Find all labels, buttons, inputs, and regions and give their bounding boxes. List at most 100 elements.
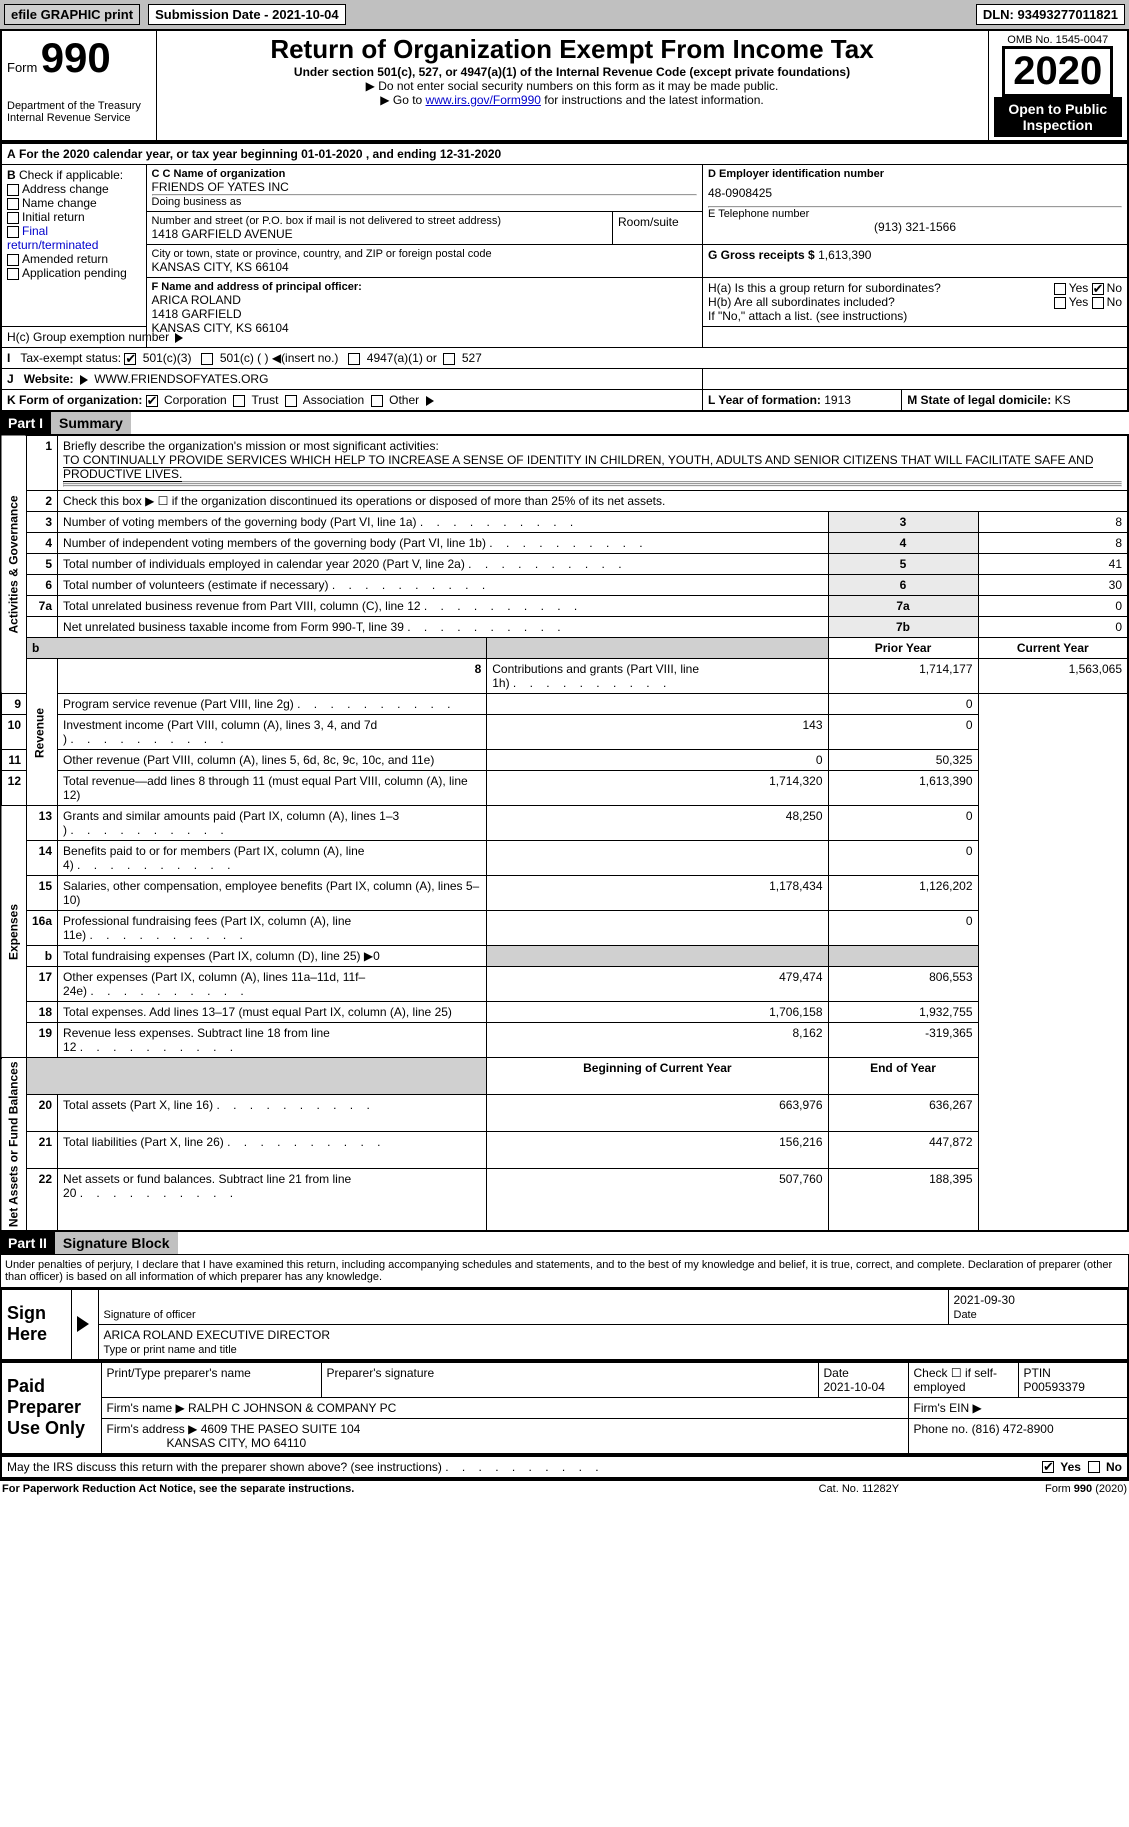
side-netassets: Net Assets or Fund Balances	[1, 1058, 27, 1231]
cb-assoc[interactable]	[285, 395, 297, 407]
cb-501c3[interactable]	[124, 353, 136, 365]
row-gov: 7aTotal unrelated business revenue from …	[1, 596, 1128, 617]
cb-501c[interactable]	[201, 353, 213, 365]
l-label: L Year of formation:	[708, 393, 824, 407]
prep-date: 2021-10-04	[824, 1380, 885, 1394]
prep-sig-label: Preparer's signature	[321, 1362, 818, 1398]
firm-name: RALPH C JOHNSON & COMPANY PC	[188, 1401, 396, 1415]
hb-yes[interactable]	[1054, 297, 1066, 309]
side-revenue: Revenue	[27, 659, 58, 806]
state-domicile: KS	[1055, 393, 1071, 407]
part1-header: Part ISummary	[0, 412, 1129, 434]
footer-right: Form 990 (2020)	[949, 1483, 1127, 1495]
gross-receipts: 1,613,390	[818, 248, 871, 262]
irs-link[interactable]: www.irs.gov/Form990	[426, 93, 541, 107]
firm-name-label: Firm's name ▶	[107, 1401, 185, 1415]
year-formation: 1913	[824, 393, 851, 407]
ha-no[interactable]	[1092, 283, 1104, 295]
cb-amended[interactable]	[7, 254, 19, 266]
paid-preparer-label: Paid Preparer Use Only	[1, 1362, 101, 1454]
officer-label: F Name and address of principal officer:	[152, 281, 698, 293]
sig-officer-label: Signature of officer	[104, 1309, 196, 1321]
prep-date-label: Date	[824, 1366, 849, 1380]
ha-yes[interactable]	[1054, 283, 1066, 295]
may-irs-no[interactable]	[1088, 1461, 1100, 1473]
tax-status-label: Tax-exempt status:	[20, 351, 121, 365]
arrow-icon	[175, 333, 183, 343]
tax-period: A For the 2020 calendar year, or tax yea…	[1, 143, 1128, 165]
instr-1: ▶ Do not enter social security numbers o…	[162, 79, 983, 93]
firm-addr-label: Firm's address ▶	[107, 1422, 198, 1436]
cb-address[interactable]	[7, 184, 19, 196]
submission-date: Submission Date - 2021-10-04	[148, 4, 346, 25]
col-begin: Beginning of Current Year	[487, 1058, 828, 1095]
sig-date: 2021-09-30	[954, 1293, 1015, 1307]
street-label: Number and street (or P.O. box if mail i…	[152, 215, 608, 227]
side-governance: Activities & Governance	[1, 435, 27, 694]
hb-no[interactable]	[1092, 297, 1104, 309]
cb-trust[interactable]	[233, 395, 245, 407]
omb: OMB No. 1545-0047	[994, 34, 1123, 46]
cb-application[interactable]	[7, 268, 19, 280]
top-bar: efile GRAPHIC print Submission Date - 20…	[0, 0, 1129, 29]
dba-label: Doing business as	[152, 196, 698, 208]
k-label: K Form of organization:	[7, 393, 142, 407]
footer-mid: Cat. No. 11282Y	[771, 1483, 946, 1495]
officer-name: ARICA ROLAND	[152, 293, 698, 307]
ptin: P00593379	[1024, 1380, 1085, 1394]
perjury-declaration: Under penalties of perjury, I declare th…	[0, 1254, 1129, 1288]
sig-name: ARICA ROLAND EXECUTIVE DIRECTOR	[104, 1328, 331, 1342]
h-note: If "No," attach a list. (see instruction…	[708, 309, 907, 323]
may-irs-yes[interactable]	[1042, 1461, 1054, 1473]
gross-label: G Gross receipts $	[708, 248, 818, 262]
footer-left: For Paperwork Reduction Act Notice, see …	[2, 1483, 769, 1495]
part2-header: Part IISignature Block	[0, 1232, 1129, 1254]
form-header: Form 990 Department of the Treasury Inte…	[0, 29, 1129, 142]
cb-4947[interactable]	[348, 353, 360, 365]
row-gov: Net unrelated business taxable income fr…	[1, 617, 1128, 638]
cb-corp[interactable]	[146, 395, 158, 407]
row-gov: 3Number of voting members of the governi…	[1, 512, 1128, 533]
org-name: FRIENDS OF YATES INC	[152, 180, 698, 194]
check-applicable-label: Check if applicable:	[19, 168, 123, 182]
firm-addr2: KANSAS CITY, MO 64110	[167, 1436, 307, 1450]
preparer-block: Paid Preparer Use Only Print/Type prepar…	[0, 1361, 1129, 1455]
part1-table: Activities & Governance 1 Briefly descri…	[0, 434, 1129, 1232]
dept-treasury: Department of the Treasury Internal Reve…	[7, 100, 151, 124]
prep-phone-label: Phone no.	[914, 1422, 972, 1436]
form-subtitle: Under section 501(c), 527, or 4947(a)(1)…	[162, 65, 983, 79]
hc-label: H(c) Group exemption number	[7, 330, 169, 344]
prep-name-label: Print/Type preparer's name	[101, 1362, 321, 1398]
room-label: Room/suite	[613, 212, 703, 245]
firm-ein-label: Firm's EIN ▶	[908, 1397, 1128, 1418]
street: 1418 GARFIELD AVENUE	[152, 227, 608, 241]
hb-label: H(b) Are all subordinates included?	[708, 295, 895, 309]
row-gov: 4Number of independent voting members of…	[1, 533, 1128, 554]
row-gov: 5Total number of individuals employed in…	[1, 554, 1128, 575]
tax-year: 2020	[1002, 46, 1113, 97]
ein: 48-0908425	[708, 180, 1122, 206]
arrow-icon	[80, 375, 88, 385]
phone-label: E Telephone number	[708, 208, 1122, 220]
cb-initial[interactable]	[7, 212, 19, 224]
efile-print-button[interactable]: efile GRAPHIC print	[4, 4, 140, 25]
cb-other[interactable]	[371, 395, 383, 407]
city-label: City or town, state or province, country…	[152, 248, 698, 260]
line1-label: Briefly describe the organization's miss…	[63, 439, 439, 453]
cb-final[interactable]	[7, 226, 19, 238]
cb-name[interactable]	[7, 198, 19, 210]
sign-here-label: Sign Here	[1, 1289, 71, 1360]
sign-arrow-icon	[77, 1316, 89, 1332]
org-name-label: C C Name of organization	[152, 168, 698, 180]
ein-label: D Employer identification number	[708, 168, 1122, 180]
signature-block: Sign Here Signature of officer 2021-09-3…	[0, 1288, 1129, 1361]
cb-527[interactable]	[443, 353, 455, 365]
sig-name-label: Type or print name and title	[104, 1344, 237, 1356]
instr-2: ▶ Go to www.irs.gov/Form990 for instruct…	[162, 93, 983, 107]
col-prior: Prior Year	[828, 638, 978, 659]
officer-addr1: 1418 GARFIELD	[152, 307, 698, 321]
line2: Check this box ▶ ☐ if the organization d…	[58, 491, 1128, 512]
firm-addr1: 4609 THE PASEO SUITE 104	[201, 1422, 361, 1436]
form-prefix: Form	[7, 60, 37, 75]
form-title: Return of Organization Exempt From Incom…	[162, 34, 983, 65]
